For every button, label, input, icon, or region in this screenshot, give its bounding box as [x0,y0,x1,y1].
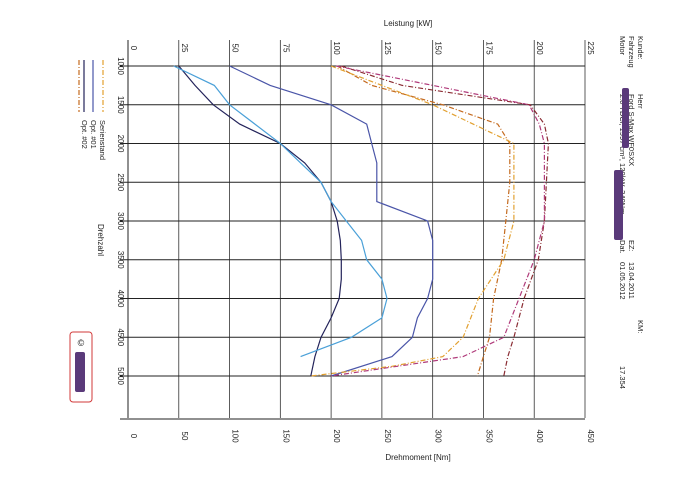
bottom-tick-label: 0 [129,434,138,439]
info-km-value: 17.354 [618,366,627,389]
info-block: Kunde: Fahrzeug Motor Herr Ford S-Max WF… [618,36,645,389]
top-tick-label: 50 [231,44,240,53]
rpm-tick-label: 5000 [116,367,125,385]
redaction-mark-fahrzeug [614,170,623,240]
top-tick-label: 175 [484,41,493,55]
info-km-label: KM: [636,320,645,333]
bottom-tick-label: 100 [231,429,240,443]
top-tick-label: 0 [129,46,138,51]
bottom-tick-label: 450 [586,429,595,443]
rpm-tick-label: 2500 [116,173,125,191]
chart-series [173,65,550,377]
bottom-tick-label: 300 [434,429,443,443]
info-dat-value: 01.05.2012 [618,262,627,300]
rpm-tick-label: 4000 [116,290,125,308]
legend-label-serienstand: Serienstand [98,120,107,160]
info-label-kunde: Kunde: [636,36,645,60]
info-kunde-value: Herr [636,94,645,109]
info-motor-value: 2.0 TDCi, 1997 cm³, 120kW, 340Nm [618,94,627,214]
info-ez-label: EZ: [627,240,636,252]
bottom-tick-label: 200 [332,429,341,443]
top-tick-label: 225 [586,41,595,55]
series-line [229,65,434,377]
dealer-stamp: © [69,331,93,403]
rpm-tick-label: 4500 [116,328,125,346]
series-line [178,65,342,377]
legend-label-opt2: Opt. #02 [80,120,89,149]
top-tick-label: 25 [180,44,189,53]
rpm-axis-label: Drehzahl [96,224,105,256]
top-axis-label: Leistung [kW] [384,19,432,28]
top-tick-label: 150 [434,41,443,55]
bottom-tick-label: 400 [535,429,544,443]
series-line [331,65,546,377]
bottom-tick-label: 50 [180,432,189,441]
legend: Serienstand Opt. #01 Opt. #02 [78,60,107,160]
stamp-symbol: © [78,338,85,348]
series-line [173,65,388,358]
info-fahrzeug-value: Ford S-Max WF0SXX [627,94,636,166]
info-dat-label: Dat. [618,240,627,254]
bottom-tick-label: 250 [383,429,392,443]
top-tick-label: 75 [281,44,290,53]
info-label-motor: Motor [618,36,627,56]
top-tick-label: 200 [535,41,544,55]
rpm-tick-label: 1500 [116,96,125,114]
series-line [336,65,511,377]
legend-label-opt1: Opt. #01 [89,120,98,149]
top-tick-label: 100 [332,41,341,55]
rpm-tick-label: 1000 [116,57,125,75]
chart-ticks: 0 25 50 75 100 125 150 175 200 225 0 50 100 150 200 250… [116,41,595,443]
series-line [341,65,550,377]
bottom-tick-label: 350 [484,429,493,443]
rpm-tick-label: 3000 [116,212,125,230]
rpm-tick-label: 3500 [116,251,125,269]
bottom-tick-label: 150 [281,429,290,443]
info-label-fahrzeug: Fahrzeug [627,36,636,68]
info-ez-value: 13.04.2011 [627,262,636,299]
rpm-tick-label: 2000 [116,135,125,153]
bottom-axis-label: Drehmoment [Nm] [385,453,450,462]
top-tick-label: 125 [383,41,392,55]
redaction-mark-kunde [622,88,629,148]
